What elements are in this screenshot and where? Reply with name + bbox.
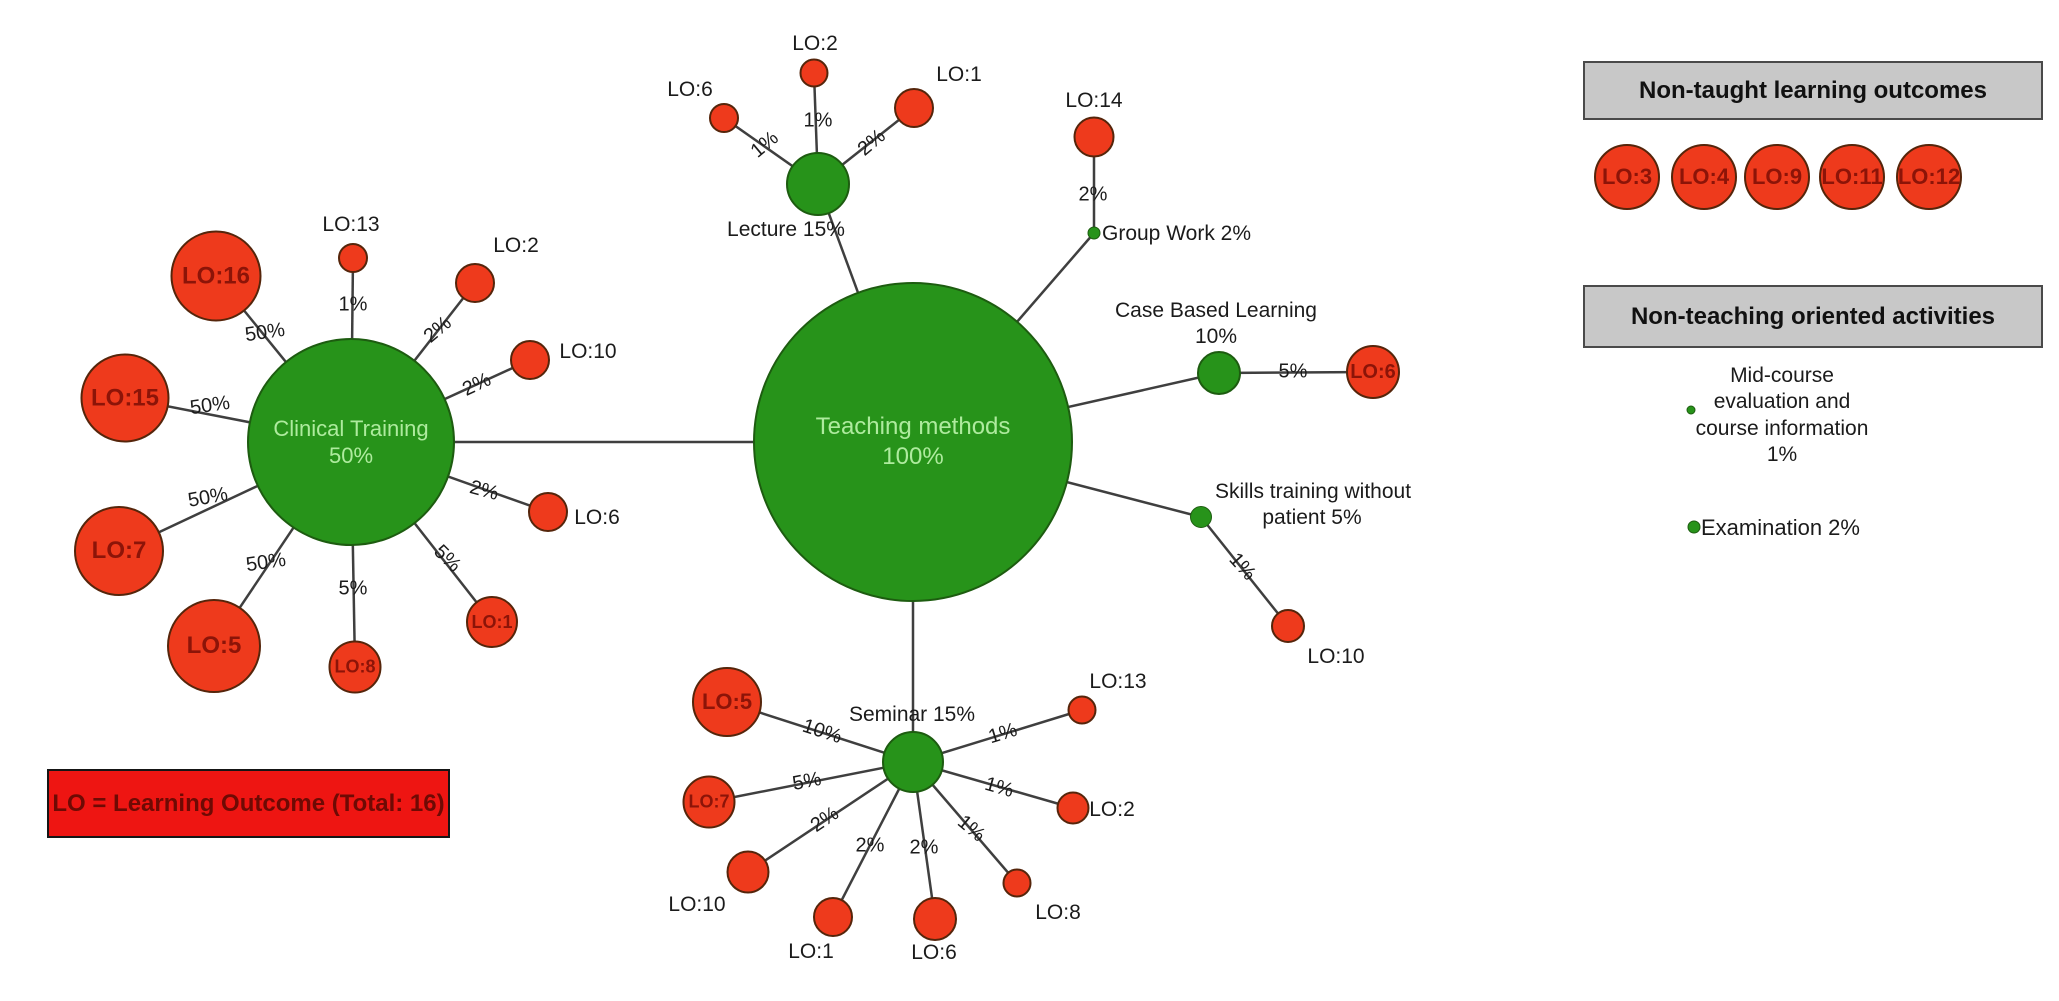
lecture-lo2-label: LO:2 <box>792 32 838 55</box>
clinical-training-node: Clinical Training 50% <box>247 338 455 546</box>
seminar-lo2-node <box>1056 791 1090 825</box>
lo-label: LO:3 <box>1601 164 1653 189</box>
edge-pct: 2% <box>855 834 885 857</box>
examination-node <box>1687 520 1701 534</box>
lo-label: LO:6 <box>1350 360 1396 383</box>
seminar-lo8-label: LO:8 <box>1035 901 1081 924</box>
skills-lo10-label: LO:10 <box>1307 645 1365 668</box>
seminar-lo6-node <box>913 897 957 941</box>
seminar-lo2-label: LO:2 <box>1089 798 1135 821</box>
teaching-methods-label: Teaching methods 100% <box>816 412 1011 472</box>
legend-box: LO = Learning Outcome (Total: 16) <box>47 769 450 838</box>
clinical-lo13-label: LO:13 <box>322 213 380 236</box>
clinical-lo6-node <box>528 492 568 532</box>
lo-label: LO:5 <box>186 632 242 659</box>
seminar-lo5-node: LO:5 <box>692 667 762 737</box>
non-taught-lo12-node: LO:12 <box>1896 144 1962 210</box>
clinical-lo1-node: LO:1 <box>466 596 518 648</box>
edge-pct: 5% <box>338 577 368 600</box>
lo-label: LO:1 <box>471 611 513 632</box>
clinical-lo8-node: LO:8 <box>328 640 382 694</box>
legend-text: LO = Learning Outcome (Total: 16) <box>52 789 445 817</box>
non-taught-lo4-node: LO:4 <box>1671 144 1737 210</box>
lecture-lo1-node <box>894 88 934 128</box>
edge-pct: 1% <box>338 293 368 316</box>
lo-label: LO:16 <box>181 262 250 289</box>
non-teaching-activities-title: Non-teaching oriented activities <box>1630 302 1996 330</box>
case-based-learning-node <box>1197 351 1241 395</box>
seminar-lo13-label: LO:13 <box>1089 670 1147 693</box>
lo-label: LO:12 <box>1897 164 1961 189</box>
group-work-lo14-node <box>1073 116 1115 158</box>
seminar-lo1-label: LO:1 <box>788 940 834 963</box>
lo-label: LO:7 <box>688 791 730 812</box>
non-taught-lo9-node: LO:9 <box>1744 144 1810 210</box>
lo-label: LO:8 <box>334 656 376 677</box>
teaching-methods-node: Teaching methods 100% <box>753 282 1073 602</box>
mid-course-line1: Mid-course <box>1730 364 1834 387</box>
seminar-lo13-node <box>1067 695 1097 725</box>
mid-course-label: Mid-course evaluation and course informa… <box>1696 363 1869 469</box>
clinical-lo10-node <box>510 340 550 380</box>
seminar-lo10-label: LO:10 <box>668 893 726 916</box>
clinical-lo10-label: LO:10 <box>559 340 617 363</box>
edge-pct: 2% <box>909 836 939 859</box>
non-taught-outcomes-title: Non-taught learning outcomes <box>1639 76 1987 104</box>
non-taught-outcomes-header: Non-taught learning outcomes <box>1583 61 2043 120</box>
edge-pct: 1% <box>803 109 833 132</box>
mid-course-percent: 1% <box>1766 443 1798 467</box>
lo-label: LO:15 <box>90 384 159 411</box>
clinical-lo6-label: LO:6 <box>574 506 620 529</box>
case-based-lo6-node: LO:6 <box>1346 345 1400 399</box>
lo-label: LO:7 <box>91 537 147 564</box>
lecture-lo6-label: LO:6 <box>667 78 713 101</box>
lo-label: LO:4 <box>1678 164 1730 189</box>
non-teaching-activities-header: Non-teaching oriented activities <box>1583 285 2043 348</box>
skills-lo10-node <box>1271 609 1305 643</box>
clinical-lo13-node <box>338 243 368 273</box>
lecture-lo6-node <box>709 103 739 133</box>
case-based-learning-percent: 10% <box>1194 325 1238 348</box>
non-taught-lo3-node: LO:3 <box>1594 144 1660 210</box>
lecture-lo2-node <box>799 58 829 88</box>
mid-course-line2: evaluation and <box>1713 390 1851 414</box>
non-taught-lo11-node: LO:11 <box>1819 144 1885 210</box>
teaching-methods-percent: 100% <box>882 443 944 470</box>
lecture-label: Lecture 15% <box>727 218 845 241</box>
seminar-lo7-node: LO:7 <box>682 775 736 829</box>
skills-training-node <box>1190 506 1212 528</box>
lo-label: LO:5 <box>701 689 753 714</box>
seminar-lo10-node <box>726 850 770 894</box>
clinical-lo16-node: LO:16 <box>170 230 262 322</box>
clinical-lo15-node: LO:15 <box>80 353 170 443</box>
mid-course-line3: course information <box>1695 416 1869 440</box>
lo-label: LO:9 <box>1751 164 1803 189</box>
edge-pct: 5% <box>1278 360 1308 383</box>
seminar-node <box>882 731 944 793</box>
skills-training-label: Skills training without <box>1214 480 1412 503</box>
case-based-learning-label: Case Based Learning <box>1115 299 1317 322</box>
teaching-methods-title: Teaching methods <box>815 413 1011 440</box>
mid-course-node <box>1686 405 1696 415</box>
lecture-lo1-label: LO:1 <box>936 63 982 86</box>
skills-training-percent: patient 5% <box>1262 506 1362 529</box>
group-work-node <box>1087 226 1101 240</box>
seminar-lo8-node <box>1002 868 1032 898</box>
clinical-training-label: Clinical Training 50% <box>273 415 429 469</box>
clinical-lo7-node: LO:7 <box>74 506 164 596</box>
seminar-label: Seminar 15% <box>848 703 976 726</box>
clinical-lo2-label: LO:2 <box>493 234 539 257</box>
seminar-lo6-label: LO:6 <box>911 941 957 964</box>
clinical-lo5-node: LO:5 <box>167 599 261 693</box>
edge-pct: 2% <box>1078 183 1108 206</box>
group-work-label: Group Work 2% <box>1102 222 1251 245</box>
lecture-node <box>786 152 850 216</box>
seminar-lo1-node <box>813 897 853 937</box>
examination-label: Examination 2% <box>1701 515 1860 540</box>
lo-label: LO:11 <box>1821 164 1883 189</box>
group-work-lo14-label: LO:14 <box>1065 89 1123 112</box>
clinical-lo2-node <box>455 263 495 303</box>
